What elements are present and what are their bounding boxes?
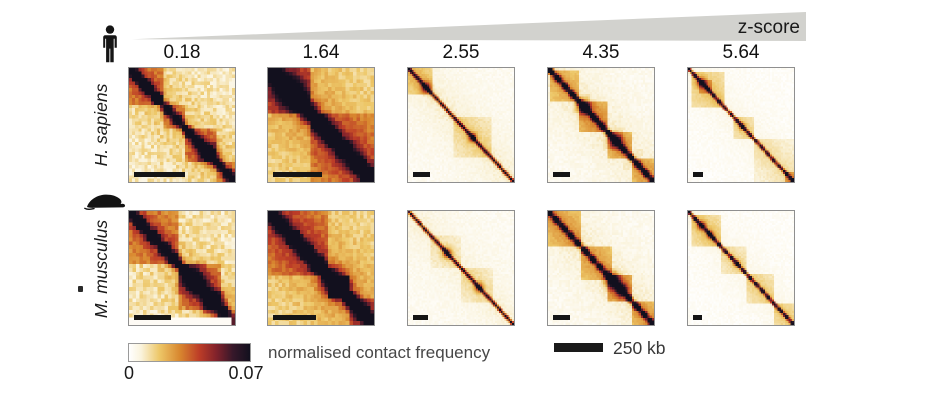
hic-contact-map-canvas-hs-z5.64 [688, 68, 794, 182]
colorbar-max-label: 0.07 [228, 363, 264, 383]
hic-contact-map-mm-z1.64 [267, 210, 375, 326]
hic-contact-map-hs-z0.18 [128, 67, 236, 183]
hic-contact-map-hs-z5.64 [687, 67, 795, 183]
hic-contact-map-hs-z2.55 [407, 67, 515, 183]
hic-contact-map-canvas-mm-z0.18 [129, 211, 235, 325]
map-scalebar-hs-z2.55 [413, 172, 430, 177]
hic-contact-map-canvas-hs-z2.55 [408, 68, 514, 182]
colorbar-min-label: 0 [123, 363, 134, 383]
map-scalebar-mm-z1.64 [273, 315, 316, 320]
map-scalebar-hs-z0.18 [134, 172, 185, 177]
zscore-value-header-5: 5.64 [722, 42, 760, 63]
species-label-h-sapiens: H. sapiens [91, 83, 111, 167]
hic-contact-map-canvas-mm-z1.64 [268, 211, 374, 325]
species-label-m-musculus: M. musculus [91, 219, 111, 319]
colorbar-title: normalised contact frequency [268, 343, 491, 362]
zscore-axis-label: z-score [737, 17, 800, 38]
map-scalebar-hs-z5.64 [693, 172, 703, 177]
left-margin-artifact-mark [78, 286, 83, 292]
human-icon [99, 25, 121, 68]
hic-contact-map-canvas-hs-z4.35 [548, 68, 654, 182]
genomic-scalebar-label: 250 kb [613, 338, 666, 358]
zscore-value-header-3: 2.55 [442, 42, 480, 63]
mouse-icon [84, 191, 128, 220]
hic-contact-map-canvas-hs-z0.18 [129, 68, 235, 182]
map-scalebar-hs-z4.35 [553, 172, 570, 177]
map-scalebar-hs-z1.64 [273, 172, 322, 177]
map-scalebar-mm-z4.35 [553, 315, 570, 320]
hic-contact-map-mm-z5.64 [687, 210, 795, 326]
genomic-scalebar [554, 343, 603, 352]
hic-contact-map-hs-z4.35 [547, 67, 655, 183]
zscore-value-header-2: 1.64 [302, 42, 340, 63]
hic-contact-map-canvas-mm-z4.35 [548, 211, 654, 325]
hic-contact-map-mm-z4.35 [547, 210, 655, 326]
hic-contact-map-hs-z1.64 [267, 67, 375, 183]
contact-frequency-colorbar [128, 343, 251, 362]
hic-contact-map-mm-z2.55 [407, 210, 515, 326]
map-scalebar-mm-z5.64 [693, 315, 702, 320]
hic-contact-map-mm-z0.18 [128, 210, 236, 326]
map-scalebar-mm-z2.55 [413, 315, 428, 320]
zscore-value-header-1: 0.18 [163, 42, 201, 63]
hic-contact-map-canvas-hs-z1.64 [268, 68, 374, 182]
map-scalebar-mm-z0.18 [134, 315, 171, 320]
zscore-value-header-4: 4.35 [582, 42, 620, 63]
hic-contact-map-canvas-mm-z5.64 [688, 211, 794, 325]
hic-contact-map-canvas-mm-z2.55 [408, 211, 514, 325]
